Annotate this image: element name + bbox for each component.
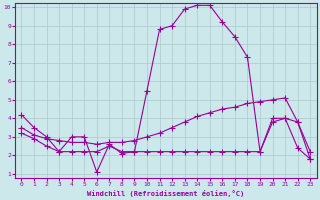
X-axis label: Windchill (Refroidissement éolien,°C): Windchill (Refroidissement éolien,°C) [87, 190, 244, 197]
